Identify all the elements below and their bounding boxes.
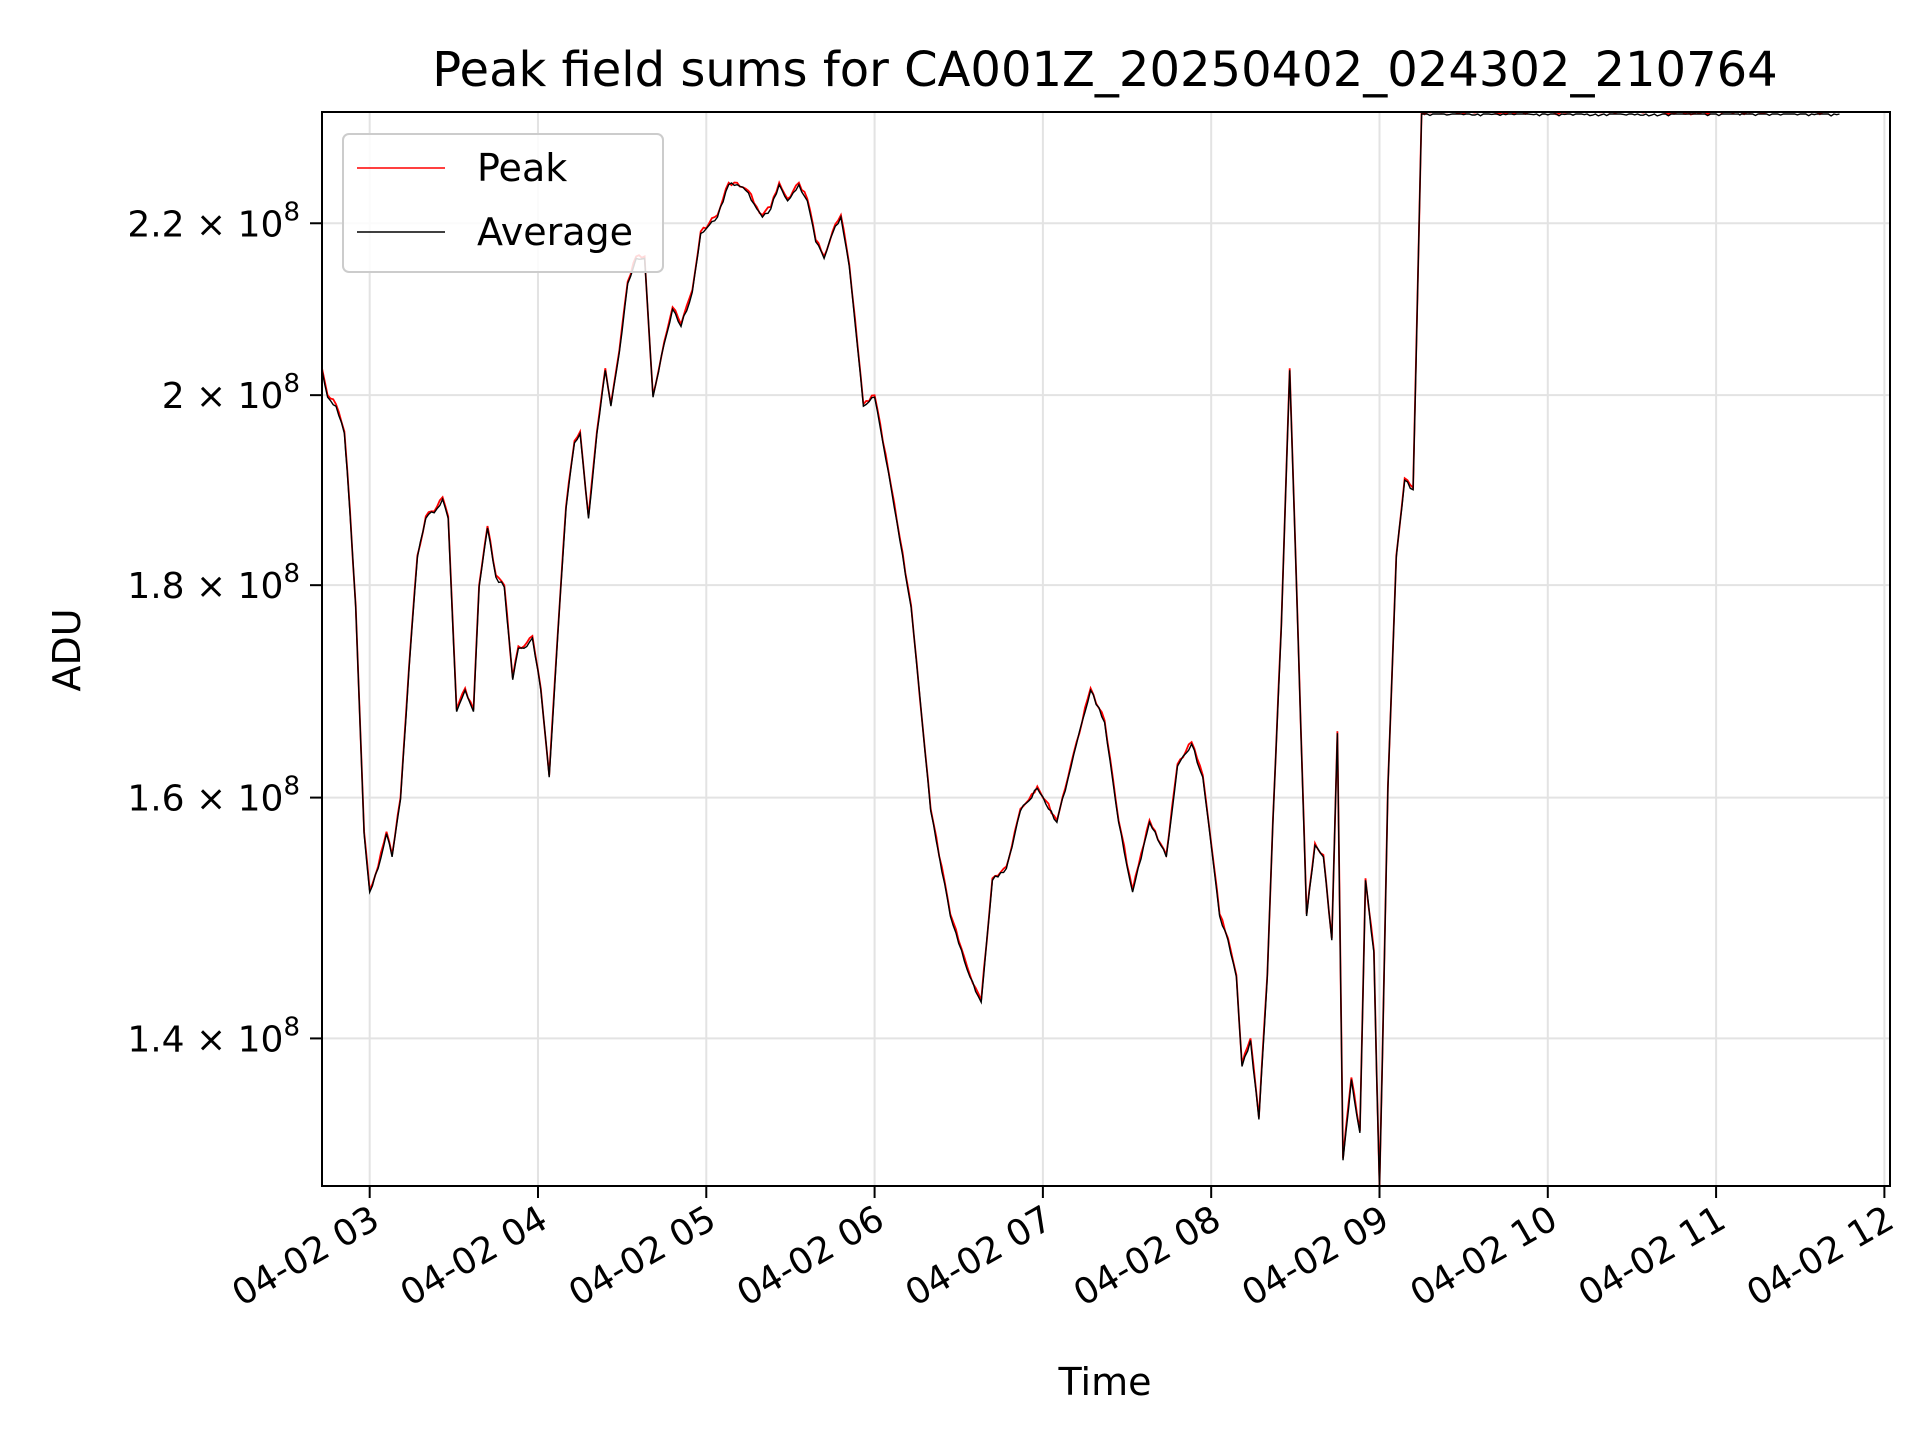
x-tick-label: 04-02 11 [1572,1198,1733,1314]
series-layer [322,112,1840,1186]
x-tick-label: 04-02 03 [226,1198,387,1314]
y-tick-label: 1.6 × 108 [127,772,300,820]
y-tick-label: 1.8 × 108 [127,559,300,607]
grid [322,112,1890,1186]
chart-title: Peak field sums for CA001Z_20250402_0243… [432,42,1777,98]
x-tick-label: 04-02 04 [394,1198,555,1314]
series-line-average [322,113,1840,1186]
plot-frame [321,111,1891,1187]
x-axis-label: Time [1058,1360,1152,1404]
y-axis: 1.4 × 108 1.6 × 108 1.8 × 108 2 × 108 2.2 × … [127,197,322,1060]
x-tick-label: 04-02 09 [1235,1198,1396,1314]
legend-peak-label: Peak [477,146,567,190]
x-tick-label: 04-02 12 [1740,1198,1901,1314]
series-line-peak [322,112,1840,1186]
x-tick-label: 04-02 08 [1067,1198,1228,1314]
x-tick-label: 04-02 10 [1404,1198,1565,1314]
legend-average-label: Average [477,210,633,254]
x-tick-label: 04-02 07 [899,1198,1060,1314]
y-axis-label: ADU [45,608,89,691]
y-tick-label: 1.4 × 108 [127,1012,300,1060]
x-tick-label: 04-02 05 [562,1198,723,1314]
x-tick-label: 04-02 06 [730,1198,891,1314]
x-axis: 04-02 03 04-02 04 04-02 05 04-02 06 04-02 07… [226,1186,1901,1315]
y-tick-label: 2 × 108 [162,369,300,417]
legend: Peak Average [342,133,664,273]
y-tick-label: 2.2 × 108 [127,197,300,245]
